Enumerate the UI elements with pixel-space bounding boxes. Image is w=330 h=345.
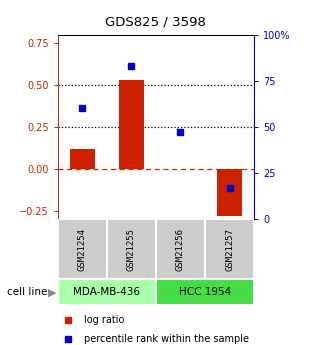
Bar xyxy=(119,80,144,169)
Bar xyxy=(156,219,205,279)
Text: GSM21255: GSM21255 xyxy=(127,228,136,271)
Text: log ratio: log ratio xyxy=(84,315,124,325)
Bar xyxy=(217,169,242,216)
Bar xyxy=(205,219,254,279)
Bar xyxy=(156,279,254,305)
Text: MDA-MB-436: MDA-MB-436 xyxy=(73,287,140,297)
Text: GDS825 / 3598: GDS825 / 3598 xyxy=(105,16,206,29)
Text: ▶: ▶ xyxy=(48,287,56,297)
Text: percentile rank within the sample: percentile rank within the sample xyxy=(84,334,249,344)
Text: GSM21257: GSM21257 xyxy=(225,228,234,271)
Bar xyxy=(58,279,156,305)
Text: cell line: cell line xyxy=(7,287,47,297)
Bar xyxy=(107,219,156,279)
Text: GSM21256: GSM21256 xyxy=(176,228,185,271)
Bar xyxy=(70,149,95,169)
Text: GSM21254: GSM21254 xyxy=(78,228,87,271)
Bar xyxy=(58,219,107,279)
Text: HCC 1954: HCC 1954 xyxy=(179,287,231,297)
